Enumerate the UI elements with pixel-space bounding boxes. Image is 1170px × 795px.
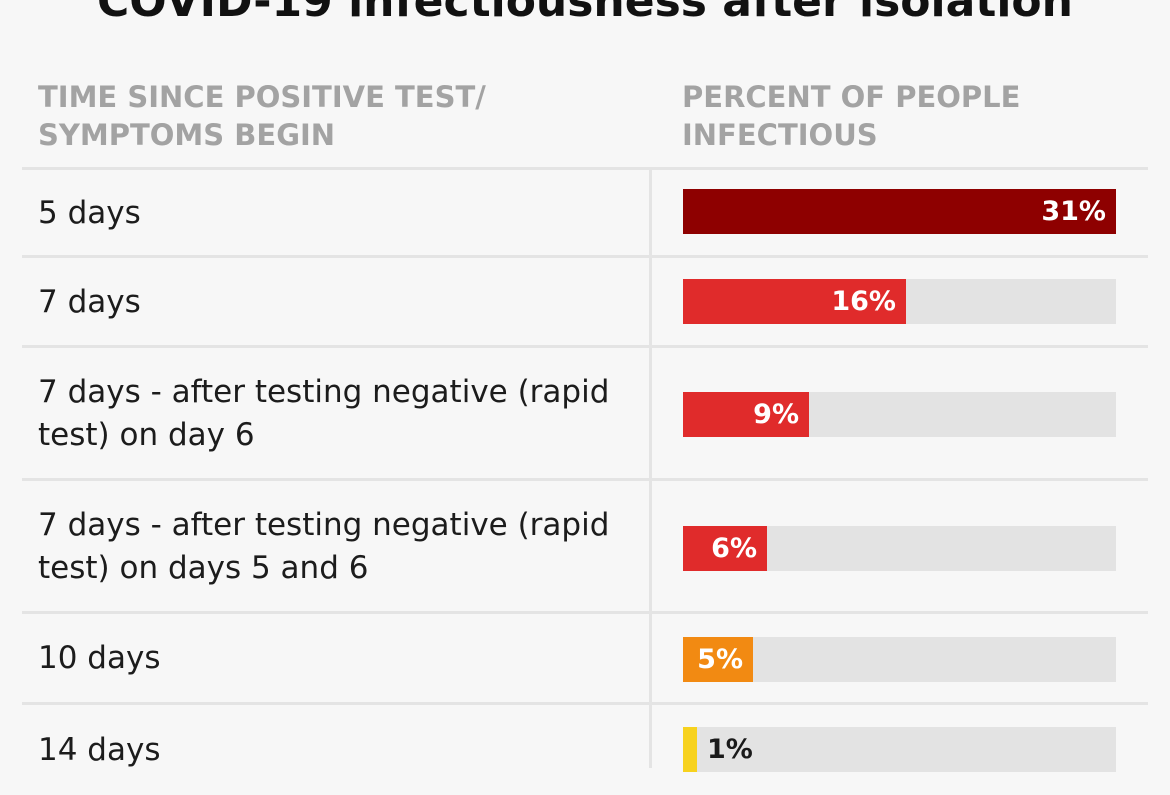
bar-track: 31%	[683, 189, 1116, 234]
data-label: 16%	[831, 286, 896, 317]
row-divider	[22, 478, 1148, 481]
bar-track: 16%	[683, 279, 1116, 324]
category-label: 7 days	[38, 283, 141, 320]
row-divider	[22, 255, 1148, 258]
row-divider	[22, 345, 1148, 348]
bar-track: 6%	[683, 526, 1116, 571]
row-divider	[22, 702, 1148, 705]
category-label: 7 days - after testing negative (rapid t…	[38, 506, 610, 586]
category-column-header: TIME SINCE POSITIVE TEST/ SYMPTOMS BEGIN	[38, 80, 486, 152]
category-label: 10 days	[38, 640, 161, 676]
data-label: 9%	[753, 399, 799, 430]
bar	[683, 189, 1116, 234]
bar	[683, 526, 767, 571]
bar	[683, 279, 906, 324]
chart-title: COVID-19 infectiousness after isolation	[97, 0, 1073, 27]
bar	[683, 392, 809, 437]
value-column-header: PERCENT OF PEOPLE INFECTIOUS	[682, 80, 1021, 152]
bar-track: 9%	[683, 392, 1116, 437]
category-label: 7 days - after testing negative (rapid t…	[38, 373, 610, 453]
bar-track: 1%	[683, 727, 1116, 772]
data-label: 6%	[711, 533, 757, 564]
column-divider	[649, 168, 652, 768]
data-label: 31%	[1041, 196, 1106, 227]
data-label: 1%	[707, 734, 753, 765]
header-divider	[22, 167, 1148, 170]
bar	[683, 727, 697, 772]
data-label: 5%	[697, 644, 743, 675]
category-label: 5 days	[38, 194, 141, 231]
bar	[683, 637, 753, 682]
bar-track: 5%	[683, 637, 1116, 682]
category-label: 14 days	[38, 731, 161, 768]
row-divider	[22, 611, 1148, 614]
